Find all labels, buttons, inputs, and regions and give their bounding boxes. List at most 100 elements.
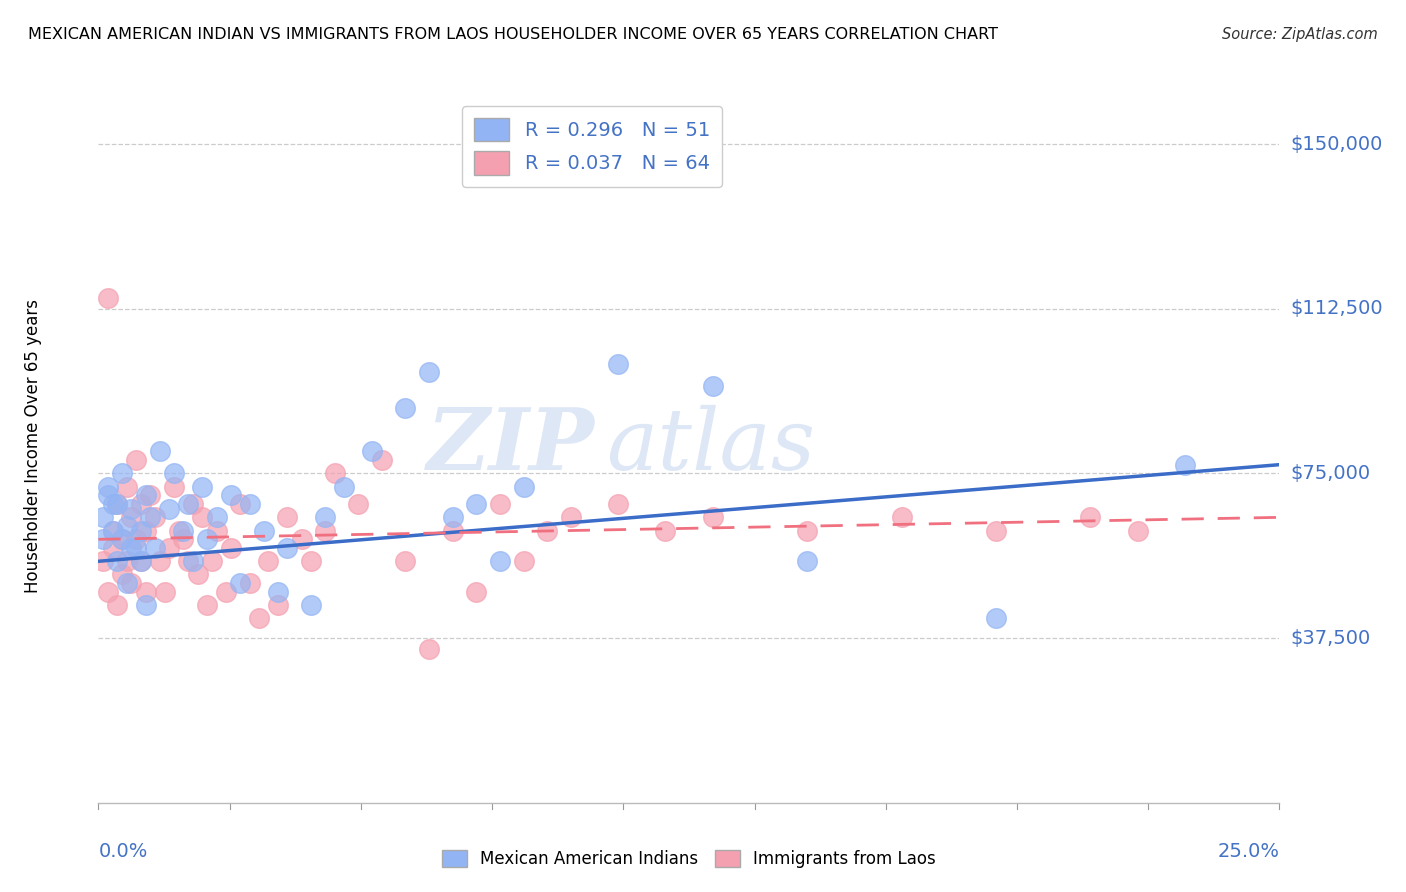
Point <box>163 467 186 481</box>
Point <box>239 576 262 591</box>
Point <box>984 524 1007 538</box>
Point <box>139 488 162 502</box>
Point <box>702 510 724 524</box>
Point <box>157 501 180 516</box>
Point <box>121 510 143 524</box>
Point <box>129 554 152 568</box>
Point <box>394 401 416 415</box>
Point <box>121 541 143 555</box>
Point <box>796 524 818 538</box>
Point <box>290 533 312 547</box>
Point <box>97 480 120 494</box>
Point <box>314 524 336 538</box>
Point <box>418 366 440 380</box>
Text: MEXICAN AMERICAN INDIAN VS IMMIGRANTS FROM LAOS HOUSEHOLDER INCOME OVER 65 YEARS: MEXICAN AMERICAN INDIAN VS IMMIGRANTS FR… <box>28 27 998 42</box>
Point <box>702 378 724 392</box>
Point <box>314 510 336 524</box>
Point <box>536 524 558 538</box>
Point <box>129 497 152 511</box>
Point <box>97 585 120 599</box>
Point <box>125 453 148 467</box>
Text: Householder Income Over 65 years: Householder Income Over 65 years <box>24 299 42 593</box>
Point <box>276 510 298 524</box>
Point <box>177 497 200 511</box>
Point <box>97 488 120 502</box>
Point <box>299 554 322 568</box>
Point <box>984 611 1007 625</box>
Point <box>465 585 488 599</box>
Text: $37,500: $37,500 <box>1291 629 1371 648</box>
Point <box>105 497 128 511</box>
Point <box>215 585 238 599</box>
Point <box>191 510 214 524</box>
Point <box>1080 510 1102 524</box>
Point <box>247 611 270 625</box>
Point <box>489 554 512 568</box>
Point <box>229 576 252 591</box>
Legend: Mexican American Indians, Immigrants from Laos: Mexican American Indians, Immigrants fro… <box>436 843 942 875</box>
Point <box>257 554 280 568</box>
Point <box>153 585 176 599</box>
Point <box>219 541 242 555</box>
Point <box>195 533 218 547</box>
Point <box>125 541 148 555</box>
Point <box>135 598 157 612</box>
Point <box>239 497 262 511</box>
Point <box>105 497 128 511</box>
Point <box>149 444 172 458</box>
Point <box>1126 524 1149 538</box>
Point <box>163 480 186 494</box>
Point <box>267 598 290 612</box>
Point <box>276 541 298 555</box>
Point <box>135 488 157 502</box>
Point <box>195 598 218 612</box>
Text: 25.0%: 25.0% <box>1218 842 1279 861</box>
Point <box>796 554 818 568</box>
Point <box>121 501 143 516</box>
Point <box>607 357 630 371</box>
Point <box>101 524 124 538</box>
Point <box>101 524 124 538</box>
Point <box>101 497 124 511</box>
Point <box>205 510 228 524</box>
Point <box>91 554 114 568</box>
Point <box>143 541 166 555</box>
Point <box>489 497 512 511</box>
Point <box>97 291 120 305</box>
Point <box>654 524 676 538</box>
Text: atlas: atlas <box>606 405 815 487</box>
Text: 0.0%: 0.0% <box>98 842 148 861</box>
Point <box>101 541 124 555</box>
Point <box>172 533 194 547</box>
Point <box>105 554 128 568</box>
Text: ZIP: ZIP <box>426 404 595 488</box>
Point <box>115 480 138 494</box>
Point <box>219 488 242 502</box>
Point <box>299 598 322 612</box>
Point <box>607 497 630 511</box>
Point <box>205 524 228 538</box>
Point <box>115 519 138 533</box>
Point <box>560 510 582 524</box>
Point <box>177 554 200 568</box>
Point <box>323 467 346 481</box>
Point <box>512 480 534 494</box>
Point <box>253 524 276 538</box>
Point <box>111 467 134 481</box>
Text: $150,000: $150,000 <box>1291 135 1384 153</box>
Text: Source: ZipAtlas.com: Source: ZipAtlas.com <box>1222 27 1378 42</box>
Point <box>139 510 162 524</box>
Point <box>333 480 356 494</box>
Point <box>371 453 394 467</box>
Point <box>157 541 180 555</box>
Point <box>181 497 204 511</box>
Point <box>347 497 370 511</box>
Legend: R = 0.296   N = 51, R = 0.037   N = 64: R = 0.296 N = 51, R = 0.037 N = 64 <box>463 106 721 186</box>
Point <box>361 444 384 458</box>
Point <box>115 576 138 591</box>
Point <box>91 510 114 524</box>
Point <box>191 480 214 494</box>
Point <box>172 524 194 538</box>
Point <box>121 576 143 591</box>
Point <box>201 554 224 568</box>
